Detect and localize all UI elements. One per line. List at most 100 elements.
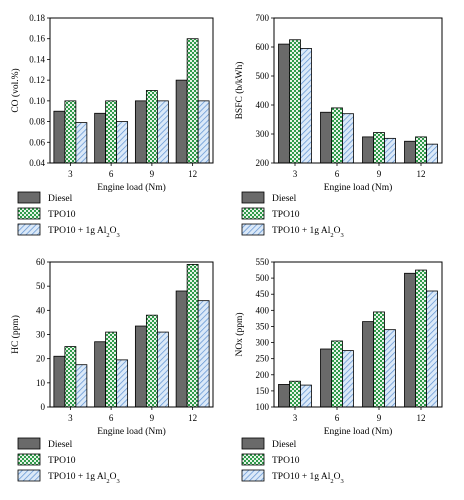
co-plot-frame: [49, 17, 214, 164]
bsfc-y-tick-label: 500: [256, 71, 270, 81]
hc-bar-tpo10-al2o3-9: [156, 331, 169, 408]
co-bar-tpo10-al2o3-6: [116, 121, 129, 164]
hc-bar-diesel-12: [175, 290, 188, 408]
hc-bar-diesel-6: [94, 341, 107, 408]
nox-y-tick-label: 550: [256, 257, 270, 267]
hc-bar-tpo10-6: [105, 331, 118, 408]
bsfc-legend-swatch-tpo10-al2o3: [241, 223, 265, 236]
hc-y-tick-label: 10: [36, 378, 46, 388]
co-legend-label-tpo10-al2o3: TPO10 + 1g Al2O3: [48, 226, 120, 239]
hc-y-tick-label: 50: [36, 281, 46, 291]
co-bar-tpo10-12: [186, 38, 199, 164]
co-x-tick-label: 12: [188, 169, 197, 179]
nox-y-tick-label: 200: [256, 370, 270, 380]
co-legend: Diesel TPO10 TPO10 + 1g Al2O3: [17, 191, 120, 239]
co-y-tick-label: 0.06: [29, 137, 45, 147]
hc-plot-frame: [49, 261, 214, 408]
co-y-tick-label: 0.08: [29, 117, 45, 127]
bsfc-chart: 3 6 9 12 200 300 400 500 600 700 Engine load (Nm) B…: [234, 13, 443, 239]
hc-x-tick-label: 3: [68, 413, 73, 423]
bsfc-y-tick-label: 200: [256, 158, 270, 168]
hc-y-tick-label: 60: [36, 257, 46, 267]
nox-legend-label-tpo10-al2o3: TPO10 + 1g Al2O3: [272, 472, 344, 485]
co-legend-label-tpo10: TPO10: [48, 210, 76, 220]
bsfc-bar-tpo10-al2o3-3: [300, 48, 312, 164]
co-x-tick-label: 6: [109, 169, 114, 179]
nox-legend-swatch-diesel: [241, 437, 265, 450]
co-bar-tpo10-al2o3-12: [197, 100, 210, 164]
nox-x-tick-label: 6: [335, 413, 340, 423]
co-legend-swatch-tpo10: [17, 207, 41, 220]
co-bar-diesel-9: [134, 100, 147, 164]
nox-y-axis-label: NOx (ppm): [234, 312, 245, 356]
nox-bar-tpo10-al2o3-12: [426, 290, 438, 408]
hc-chart: 3 6 9 12 0 10 20 30 40 50 60 Engine load (Nm) HC (pp…: [10, 257, 214, 485]
bsfc-bar-diesel-9: [362, 136, 374, 164]
bsfc-y-axis-label: BSFC (b/kWh): [234, 62, 245, 120]
nox-legend-swatch-tpo10: [241, 453, 265, 466]
nox-x-tick-label: 3: [293, 413, 298, 423]
hc-y-tick-label: 30: [36, 330, 46, 340]
bsfc-y-tick-label: 700: [256, 13, 270, 23]
co-bar-tpo10-al2o3-3: [75, 122, 88, 164]
co-y-axis-label: CO (vol.%): [10, 68, 21, 112]
bsfc-legend-swatch-diesel: [241, 191, 265, 204]
hc-y-tick-label: 40: [36, 305, 46, 315]
nox-bar-tpo10-12: [415, 269, 427, 408]
co-bar-tpo10-9: [145, 90, 158, 164]
co-bar-diesel-3: [53, 110, 66, 164]
bsfc-legend: Diesel TPO10 TPO10 + 1g Al2O3: [241, 191, 344, 239]
nox-x-tick-label: 12: [417, 413, 426, 423]
hc-bar-tpo10-al2o3-6: [116, 359, 129, 408]
co-bar-tpo10-6: [105, 100, 118, 164]
nox-y-tick-label: 400: [256, 305, 270, 315]
hc-x-tick-label: 6: [109, 413, 114, 423]
co-bar-tpo10-3: [64, 100, 77, 164]
nox-x-tick-label: 9: [377, 413, 382, 423]
nox-bar-diesel-3: [278, 384, 290, 408]
bsfc-y-tick-label: 600: [256, 42, 270, 52]
nox-y-tick-label: 100: [256, 402, 270, 412]
nox-bar-tpo10-3: [289, 380, 301, 408]
co-y-tick-label: 0.04: [29, 158, 45, 168]
hc-bar-diesel-3: [53, 355, 66, 408]
hc-legend-swatch-diesel: [17, 437, 41, 450]
hc-bar-tpo10-al2o3-3: [75, 364, 88, 408]
hc-bar-tpo10-al2o3-12: [197, 300, 210, 408]
nox-legend-label-diesel: Diesel: [272, 440, 297, 450]
nox-y-tick-label: 300: [256, 338, 270, 348]
hc-bar-tpo10-12: [186, 264, 199, 408]
co-x-axis-label: Engine load (Nm): [97, 182, 166, 193]
nox-y-tick-label: 450: [256, 289, 270, 299]
nox-x-axis-label: Engine load (Nm): [324, 426, 393, 437]
bsfc-bar-tpo10-al2o3-6: [342, 113, 354, 164]
bsfc-x-tick-label: 6: [335, 169, 340, 179]
co-bar-diesel-6: [94, 112, 107, 164]
hc-legend-swatch-tpo10-al2o3: [17, 469, 41, 482]
hc-x-tick-label: 12: [188, 413, 197, 423]
hc-legend-label-diesel: Diesel: [48, 440, 73, 450]
co-bar-diesel-12: [175, 79, 188, 164]
co-y-tick-label: 0.16: [29, 34, 45, 44]
bsfc-y-tick-label: 300: [256, 129, 270, 139]
bsfc-bar-tpo10-al2o3-12: [426, 143, 438, 164]
bsfc-bar-tpo10-al2o3-9: [384, 137, 396, 164]
bsfc-bar-diesel-6: [320, 111, 332, 164]
co-legend-label-diesel: Diesel: [48, 194, 73, 204]
co-y-tick-label: 0.14: [29, 54, 45, 64]
bsfc-legend-label-tpo10-al2o3: TPO10 + 1g Al2O3: [272, 226, 344, 239]
bsfc-plot-frame: [273, 17, 443, 164]
co-bar-tpo10-al2o3-9: [156, 100, 169, 164]
nox-chart: 3 6 9 12 100 150 200 250 300 350 400 450 500 550 Engin…: [234, 257, 443, 485]
bsfc-bar-tpo10-12: [415, 136, 427, 164]
bsfc-x-tick-label: 12: [417, 169, 426, 179]
bsfc-bar-diesel-12: [404, 140, 416, 164]
hc-legend-label-tpo10-al2o3: TPO10 + 1g Al2O3: [48, 472, 120, 485]
nox-y-tick-label: 150: [256, 386, 270, 396]
hc-x-tick-label: 9: [150, 413, 155, 423]
nox-bar-tpo10-6: [331, 340, 343, 408]
nox-bar-tpo10-al2o3-6: [342, 350, 354, 408]
nox-bar-diesel-12: [404, 272, 416, 408]
bsfc-bar-tpo10-9: [373, 132, 385, 164]
hc-legend-label-tpo10: TPO10: [48, 456, 76, 466]
